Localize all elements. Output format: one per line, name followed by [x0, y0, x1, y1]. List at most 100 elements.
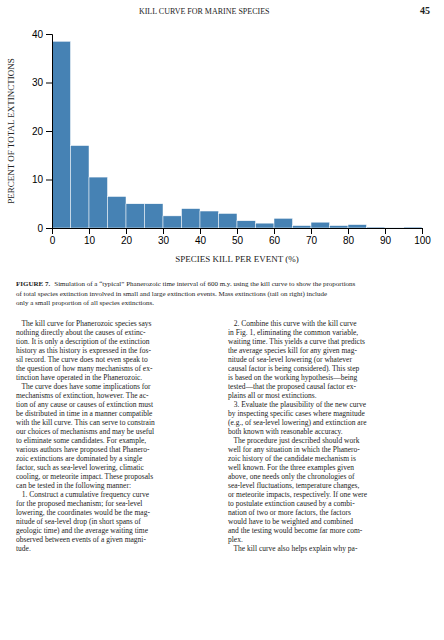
tick: 0	[50, 228, 56, 246]
bar	[71, 146, 90, 228]
body-line: tinction have operated in the Phanerozoi…	[16, 373, 142, 382]
x-axis-title: SPECIES KILL PER EVENT (%)	[175, 254, 299, 264]
body-line: would have to be weighted and combined	[228, 517, 353, 526]
tick-label: 0	[50, 235, 56, 246]
bar	[367, 227, 386, 228]
body-line: factor, such as sea-level lowering, clim…	[16, 463, 144, 472]
axis-line	[53, 229, 423, 235]
tick: 80	[343, 228, 355, 246]
tick-label: 20	[32, 126, 44, 137]
axis-line	[46, 35, 53, 229]
body-line: The procedure just described should work	[228, 436, 360, 445]
caption-label: FIGURE 7.	[16, 280, 50, 288]
tick-label: 90	[380, 235, 392, 246]
body-line: our choices of mechanisms and may be use…	[16, 427, 154, 436]
tick-mark	[200, 228, 201, 234]
page: KILL CURVE FOR MARINE SPECIES45010203040…	[0, 0, 444, 640]
body-line: both known with reasonable accuracy.	[228, 427, 343, 436]
tick-label: 40	[195, 235, 207, 246]
tick: 90	[380, 228, 392, 246]
page-number: 45	[420, 5, 430, 16]
body-line: plex.	[228, 535, 243, 544]
tick-mark	[46, 180, 52, 181]
body-line: nothing directly about the causes of ext…	[16, 328, 146, 337]
tick: 40	[195, 228, 207, 246]
tick: 60	[269, 228, 281, 246]
tick-mark	[422, 228, 423, 234]
bar	[219, 213, 238, 228]
body-line: nitude of sea-level lowering (or whateve…	[228, 355, 352, 364]
bar	[330, 226, 349, 228]
tick-mark	[126, 228, 127, 234]
bar	[256, 223, 275, 228]
caption: FIGURE 7. Simulation of a “typical” Phane…	[16, 280, 356, 307]
tick-label: 60	[269, 235, 281, 246]
bar	[348, 225, 367, 228]
body-line: to postulate extinction caused by a comb…	[228, 499, 355, 508]
tick-mark	[311, 228, 312, 234]
body-line: above, one needs only the chronologies o…	[228, 472, 355, 481]
body-line: by inspecting specific cases where magni…	[228, 409, 365, 418]
tick: 30	[158, 228, 170, 246]
tick-mark	[46, 131, 52, 132]
body-line: for the proposed mechanism; for sea-leve…	[16, 499, 142, 508]
body-line: 1. Construct a cumulative frequency curv…	[16, 490, 150, 499]
body-line: to eliminate some candidates. For exampl…	[16, 436, 146, 445]
tick: 70	[306, 228, 318, 246]
tick: 20	[32, 126, 52, 137]
body-line: history as this history is expressed in …	[16, 346, 151, 355]
body-line: The kill curve for Phanerozoic species s…	[16, 319, 152, 328]
tick-label: 50	[232, 235, 244, 246]
tick-mark	[89, 228, 90, 234]
body-line: tude.	[16, 544, 31, 553]
body-line: various authors have proposed that Phane…	[16, 445, 150, 454]
bar	[89, 177, 108, 228]
y-axis: 010203040	[32, 29, 53, 234]
tick: 40	[32, 29, 52, 40]
body-line: mechanisms of extinction, however. The a…	[16, 391, 149, 400]
body-line: tion. It is only a description of the ex…	[16, 337, 150, 346]
body-line: plains all or most extinctions.	[228, 391, 317, 400]
tick-label: 20	[121, 235, 133, 246]
body-line: zoic extinctions are dominated by a sing…	[16, 454, 143, 463]
caption-line: Simulation of a “typical” Phanerozoic ti…	[54, 280, 355, 288]
bar	[145, 204, 164, 228]
chart: 0102030405060708090100010203040SPECIES K…	[6, 29, 431, 264]
body-line: is based on the working hypothesis—being	[228, 373, 358, 382]
tick: 30	[32, 77, 52, 88]
body-line: sil record. The curve does not even spea…	[16, 355, 148, 364]
tick-mark	[46, 228, 52, 229]
bar	[274, 218, 293, 228]
tick: 100	[414, 228, 431, 246]
body-line: tested—that the proposed causal factor e…	[228, 382, 357, 391]
body-line: nation of two or more factors, the facto…	[228, 508, 351, 517]
tick-label: 30	[32, 77, 44, 88]
caption-line: of total species extinction involved in …	[16, 290, 327, 298]
tick-label: 70	[306, 235, 318, 246]
tick-mark	[348, 228, 349, 234]
body-column: The kill curve for Phanerozoic species s…	[16, 319, 155, 553]
bar	[385, 227, 404, 228]
body-line: causal factor is being considered). This…	[228, 364, 360, 373]
bars	[52, 41, 422, 228]
bar	[404, 227, 423, 228]
tick-label: 10	[84, 235, 96, 246]
bar	[311, 222, 330, 228]
body-line: observed between events of a given magni…	[16, 535, 146, 544]
body-line: the average species kill for any given m…	[228, 346, 357, 355]
tick-label: 30	[158, 235, 170, 246]
body-line: The curve does have some implications fo…	[16, 382, 151, 391]
body-line: cooling, or meteorite impact. These prop…	[16, 472, 153, 481]
tick-mark	[274, 228, 275, 234]
body-line: can be tested in the following manner:	[16, 481, 131, 490]
bar	[200, 211, 219, 228]
tick-mark	[237, 228, 238, 234]
body-line: The kill curve also helps explain why pa…	[228, 544, 358, 553]
body-line: tion of any cause or causes of extinctio…	[16, 400, 154, 409]
body-line: the question of how many mechanisms of e…	[16, 364, 153, 373]
body-line: be distributed in time in a manner compa…	[16, 409, 153, 418]
tick-mark	[385, 228, 386, 234]
tick: 50	[232, 228, 244, 246]
body-line: nitude of sea-level drop (in short spans…	[16, 517, 141, 526]
tick: 0	[37, 223, 52, 234]
